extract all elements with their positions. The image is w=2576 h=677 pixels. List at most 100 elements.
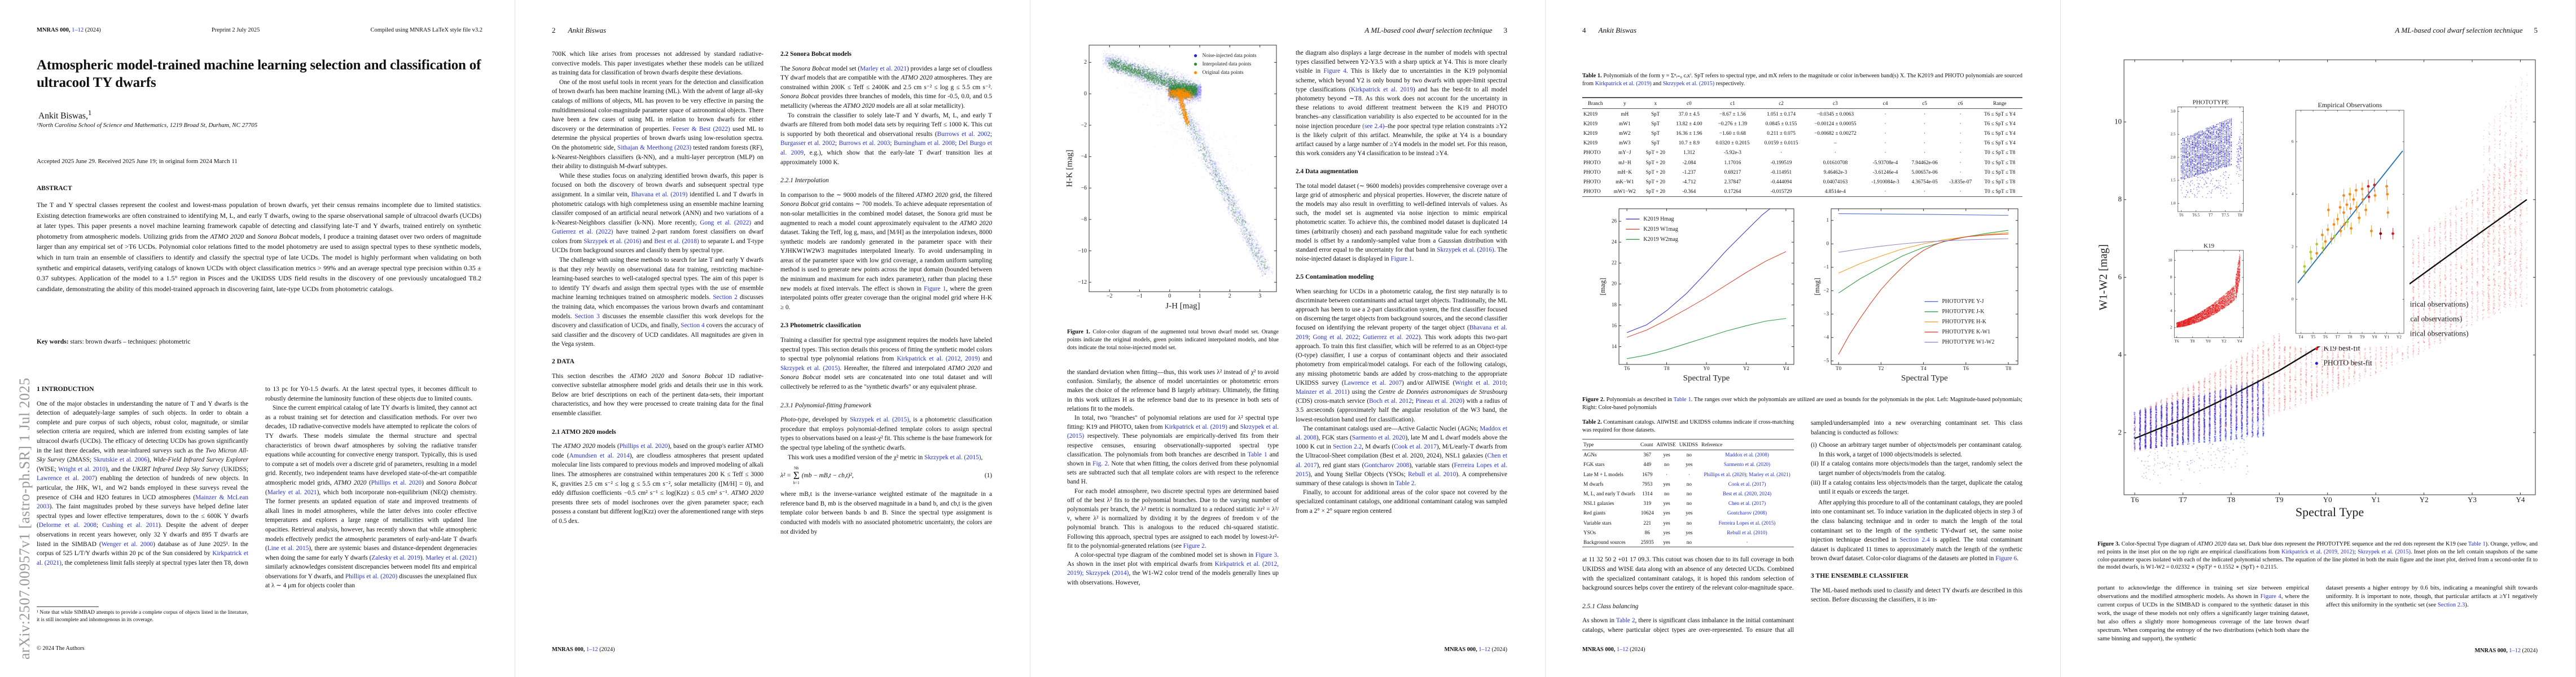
citation-link[interactable]: Sarmento et al. (2020): [1723, 461, 1771, 468]
citation-link[interactable]: Marley et al. 2021: [859, 65, 907, 72]
citation-link[interactable]: Cook et al. 2017: [1394, 443, 1437, 451]
pages-link[interactable]: 1–12: [586, 647, 598, 653]
column-header: Count: [1639, 438, 1656, 450]
citation-link[interactable]: Kirkpatrick et al. (2019): [1164, 424, 1227, 431]
citation-link[interactable]: Amundsen et al. 2014: [569, 452, 630, 459]
citation-link[interactable]: Maddox et al. (2008): [1725, 452, 1769, 458]
citation-link[interactable]: Sarmento et al. 2020: [1351, 434, 1406, 441]
citation-link[interactable]: Gontcharov (2008): [1727, 510, 1767, 516]
citation-link[interactable]: Del Burgo et al. 2009: [780, 140, 992, 156]
citation-link[interactable]: Skrzypek et al. (2015): [780, 364, 840, 372]
citation-link[interactable]: Skrutskie et al. 2006: [93, 456, 147, 464]
citation-link[interactable]: Marley et al. (2021): [425, 554, 477, 561]
pages-link[interactable]: 1–12: [2509, 648, 2521, 654]
citation-link[interactable]: Wright et al. 2010: [1455, 379, 1506, 386]
citation-link[interactable]: Sithajan & Meethong (2023): [617, 144, 692, 151]
citation-link[interactable]: Kirkpatrick et al. (2012, 2019); Skrzype…: [1067, 561, 1279, 577]
citation-link[interactable]: Figure 4: [2260, 593, 2281, 600]
pages-link[interactable]: 1–12: [1616, 647, 1629, 653]
citation-link[interactable]: Section 3: [574, 313, 600, 320]
citation-link[interactable]: Table 1: [2468, 541, 2486, 547]
citation-link[interactable]: Zalesky et al. 2019: [371, 554, 420, 561]
pages-link[interactable]: 1–12: [72, 27, 84, 33]
citation-link[interactable]: Burningham et al. 2008: [893, 140, 955, 147]
citation-link[interactable]: Skrzypek et al. (2016): [583, 238, 642, 245]
table-row: K2019 mW2 SpT 16.36 ± 1.96 −1.60 ± 0.68 0.211…: [1582, 128, 2022, 138]
citation-link[interactable]: Section 2: [713, 294, 738, 301]
citation-link[interactable]: Feeser & Best (2022): [672, 125, 730, 133]
citation-link[interactable]: Kirkpatrick et al. (2021): [37, 550, 248, 566]
citation-link[interactable]: Skrzypek et al. (2015): [1662, 80, 1715, 87]
citation-link[interactable]: Skrzypek et al. (2015): [1067, 424, 1279, 440]
citation-link[interactable]: Figure 4: [1323, 68, 1346, 75]
citation-link[interactable]: Table 1: [1673, 397, 1691, 403]
citation-link[interactable]: Ferreira Lopes et al. (2015): [1718, 520, 1776, 526]
citation-link[interactable]: Figure 1: [924, 285, 946, 292]
citation-link[interactable]: Wenger et al. 2000: [101, 540, 153, 548]
citation-link[interactable]: Mainzer & McLean 2003: [37, 494, 248, 511]
citation-link[interactable]: Gutierrez et al. 2022: [1363, 333, 1419, 341]
citation-link[interactable]: Section 2.3: [2437, 601, 2465, 608]
citation-link[interactable]: Phillips et al. (2020); Marley et al. (2…: [1704, 471, 1791, 477]
citation-link[interactable]: Phillips et al. 2020: [371, 479, 422, 486]
citation-link[interactable]: (see 2.4): [1362, 122, 1385, 130]
citation-link[interactable]: Marley et al. 2021: [267, 489, 317, 496]
citation-link[interactable]: Phillips et al. 2020: [619, 443, 668, 450]
citation-link[interactable]: Figure 1: [1390, 256, 1412, 263]
table-cell: 7.94462e-06: [1911, 159, 1938, 165]
citation-link[interactable]: Table 1: [1248, 451, 1267, 458]
citation-link[interactable]: Section 2.2: [1333, 443, 1362, 451]
citation-link[interactable]: Burrows et al. 2002: [937, 130, 990, 138]
paragraph: The ML-based methods used to classify an…: [1811, 587, 2022, 604]
citation-link[interactable]: Figure 6: [1995, 555, 2017, 562]
citation-link[interactable]: Gong et al. (2022): [700, 219, 752, 226]
citation-link[interactable]: Cook et al. (2017): [1728, 481, 1766, 487]
citation-link[interactable]: Gutierrez et al. (2022): [552, 228, 613, 236]
pages-link[interactable]: 1–12: [1478, 647, 1490, 653]
table-cell: 1679: [1642, 471, 1653, 477]
citation-link[interactable]: Kirkpatrick et al. (2019, 2012): [2281, 548, 2354, 555]
citation-link[interactable]: Lawrence et al. 2007: [37, 475, 95, 482]
citation-link[interactable]: Mainzer et al. 2011: [1296, 388, 1348, 395]
citation-link[interactable]: Ferreira Lopes et al. 2015: [1296, 461, 1507, 478]
citation-link[interactable]: Best et al. (2020, 2024): [1722, 490, 1772, 496]
citation-link[interactable]: Section 4: [681, 322, 705, 329]
citation-link[interactable]: Figure 2: [1183, 542, 1205, 549]
table-cell: SpT + 20: [1645, 178, 1665, 184]
citation-link[interactable]: Skrzypek et al. (2016): [1437, 247, 1494, 254]
citation-link[interactable]: Cushing et al. 2011: [102, 522, 159, 529]
citation-link[interactable]: Kirkpatrick et al. 2019: [1351, 86, 1413, 93]
citation-link[interactable]: Maddox et al. 2008: [1296, 425, 1507, 441]
citation-link[interactable]: Phillips et al. (2020): [345, 573, 398, 580]
citation-link[interactable]: Best et al. (2018): [654, 238, 699, 245]
citation-link[interactable]: Lawrence et al. 2007: [1344, 379, 1402, 386]
citation-link[interactable]: Burrows et al. 2003: [839, 140, 890, 147]
citation-link[interactable]: Burgasser et al. 2002: [780, 140, 835, 147]
citation-link[interactable]: Fig. 2: [1092, 460, 1108, 468]
citation-link[interactable]: Wright et al. 2010: [58, 465, 106, 473]
citation-link[interactable]: Chen et al. (2017): [1728, 500, 1766, 507]
citation-link[interactable]: Table 2: [1616, 617, 1635, 625]
citation-link[interactable]: Skrzypek et al. (2015): [924, 454, 981, 461]
citation-link[interactable]: Rebull et al. (2010): [1727, 529, 1767, 535]
running-head: 2 Ankit Biswas: [552, 26, 992, 35]
citation-link[interactable]: Kirkpatrick et al. (2019): [1595, 80, 1652, 87]
citation-link[interactable]: Delorme et al. 2008: [38, 522, 96, 529]
table-cell: ·: [1924, 140, 1926, 146]
citation-link[interactable]: Line et al. 2015: [267, 545, 309, 552]
citation-link[interactable]: Bhavana et al. 2019: [1296, 324, 1507, 341]
citation-link[interactable]: Figure 3: [1255, 552, 1278, 559]
citation-link[interactable]: Boch et al. 2012: [1369, 398, 1412, 405]
citation-link[interactable]: Section 2.4: [1899, 537, 1930, 544]
citation-link[interactable]: Rebull et al. 2010: [1408, 471, 1456, 478]
paragraph: This section describes the ATMO 2020 and…: [552, 372, 763, 417]
citation-link[interactable]: Gontcharov 2008: [1364, 461, 1410, 469]
citation-link[interactable]: Table 2: [1395, 480, 1415, 487]
citation-link[interactable]: Chen et al. 2017: [1296, 452, 1507, 469]
citation-link[interactable]: Gong et al. 2022: [1313, 333, 1359, 341]
citation-link[interactable]: Bhavana et al. (2019): [631, 191, 688, 198]
citation-link[interactable]: Kirkpatrick et al. (2012, 2019): [897, 355, 980, 363]
citation-link[interactable]: Skrzypek et al. (2015): [850, 416, 910, 424]
citation-link[interactable]: Skrzypek et al. (2015): [2358, 548, 2411, 555]
citation-link[interactable]: Pineau et al. 2020: [1415, 398, 1463, 405]
